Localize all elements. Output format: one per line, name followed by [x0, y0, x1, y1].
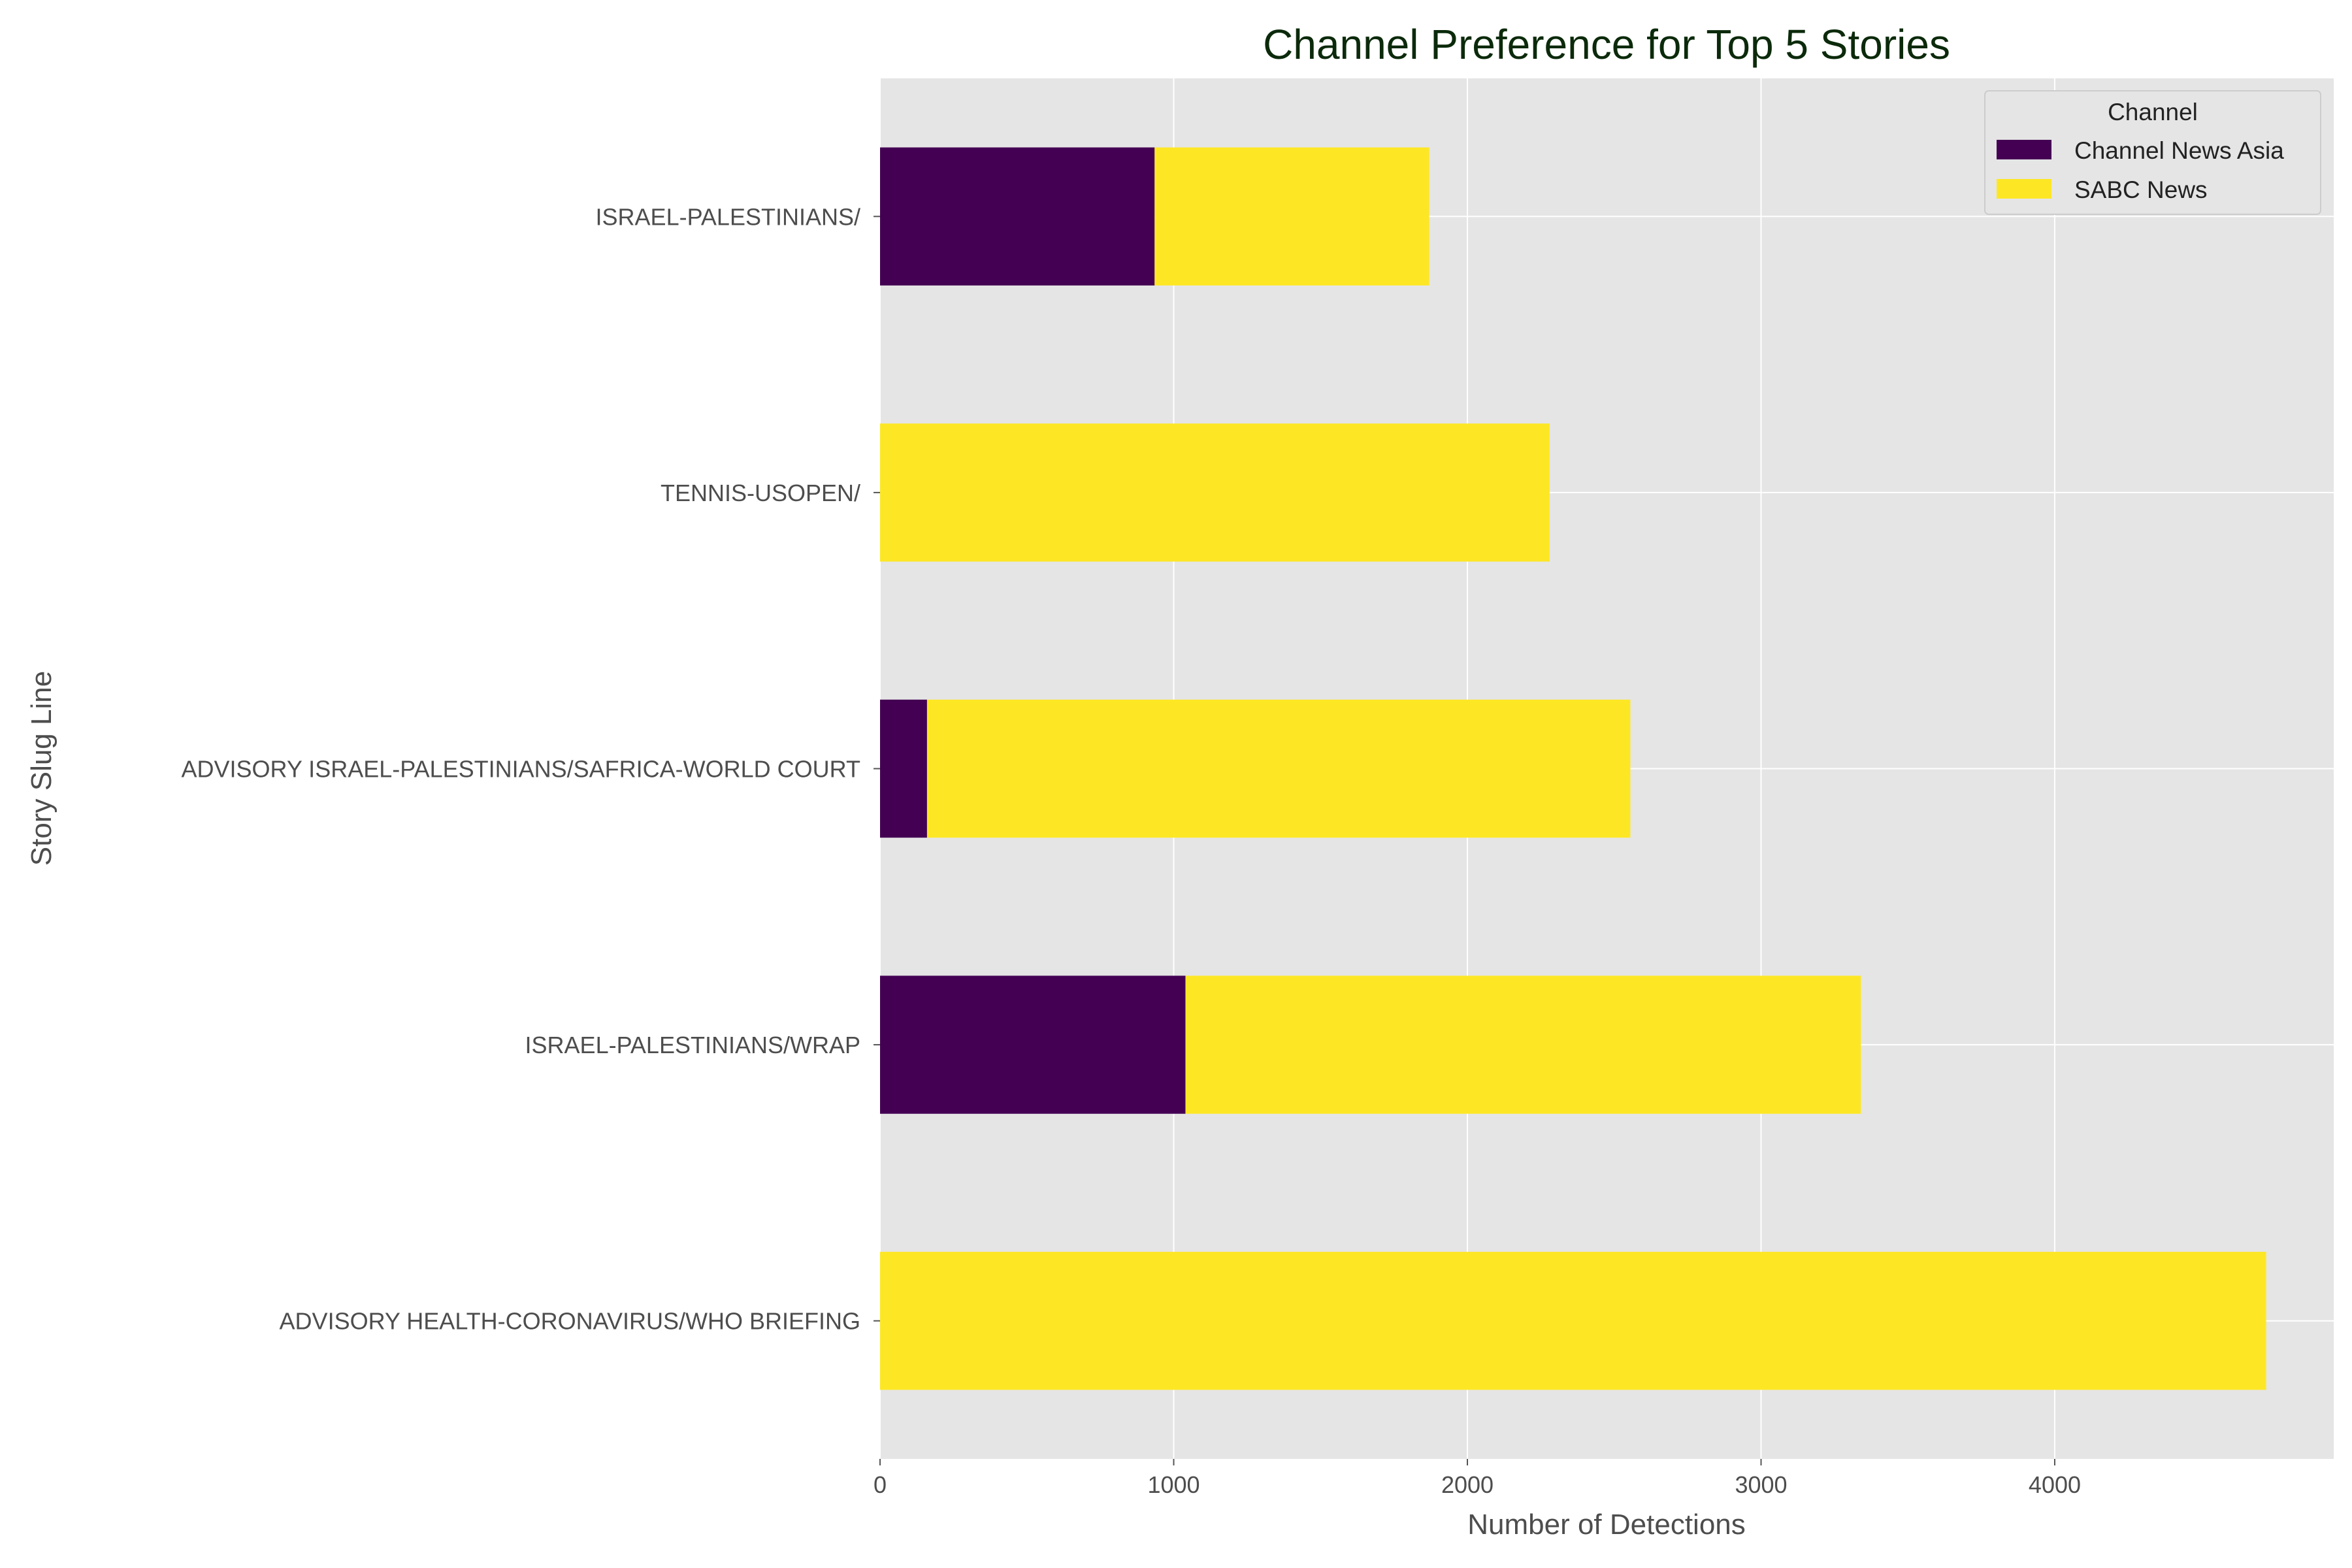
bar-sabc-news-advisory-health-coronavirus-who-briefing: [880, 1252, 2266, 1390]
bar-channel-news-asia-israel-palestinians-wrap: [880, 975, 1186, 1114]
legend: Channel Channel News Asia SABC News: [1984, 90, 2321, 215]
legend-label-sabc-news: SABC News: [2074, 176, 2208, 203]
x-tick-label: 1000: [1147, 1471, 1200, 1498]
bar-sabc-news-tennis-usopen: [880, 423, 1550, 562]
legend-label-channel-news-asia: Channel News Asia: [2074, 137, 2284, 164]
x-tick-label: 4000: [2029, 1471, 2081, 1498]
y-tick-label: ADVISORY HEALTH-CORONAVIRUS/WHO BRIEFING: [280, 1308, 860, 1335]
legend-title: Channel: [2108, 99, 2198, 125]
bar-sabc-news-advisory-israel-palestinians-safrica-world-court: [926, 699, 1631, 838]
x-tick-label: 0: [874, 1471, 887, 1498]
x-axis-title: Number of Detections: [1467, 1509, 1746, 1541]
axis-ticks: 0 1000 2000 3000 4000 ADVISORY HEALTH-CORONAV…: [181, 203, 2081, 1498]
bar-sabc-news-israel-palestinians-wrap: [1185, 975, 1861, 1114]
chart-title: Channel Preference for Top 5 Stories: [1263, 21, 1950, 68]
bar-sabc-news-israel-palestinians: [1154, 147, 1429, 286]
bar-channel-news-asia-israel-palestinians: [880, 147, 1155, 286]
legend-swatch-channel-news-asia: [1997, 140, 2051, 159]
y-axis-title: Story Slug Line: [25, 671, 57, 866]
y-tick-label: ADVISORY ISRAEL-PALESTINIANS/SAFRICA-WOR…: [181, 756, 860, 783]
y-tick-label: TENNIS-USOPEN/: [661, 480, 860, 506]
y-tick-label: ISRAEL-PALESTINIANS/: [596, 203, 860, 230]
y-tick-label: ISRAEL-PALESTINIANS/WRAP: [525, 1032, 860, 1058]
legend-frame: [1984, 90, 2321, 215]
legend-swatch-sabc-news: [1997, 179, 2051, 199]
bar-channel-news-asia-advisory-israel-palestinians-safrica-world-court: [880, 699, 927, 838]
bars: [880, 147, 2266, 1390]
x-tick-label: 3000: [1735, 1471, 1787, 1498]
x-tick-label: 2000: [1441, 1471, 1494, 1498]
